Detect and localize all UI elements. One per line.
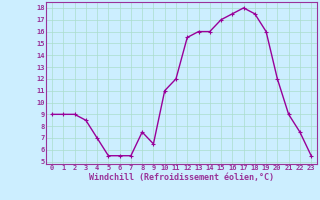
X-axis label: Windchill (Refroidissement éolien,°C): Windchill (Refroidissement éolien,°C) — [89, 173, 274, 182]
